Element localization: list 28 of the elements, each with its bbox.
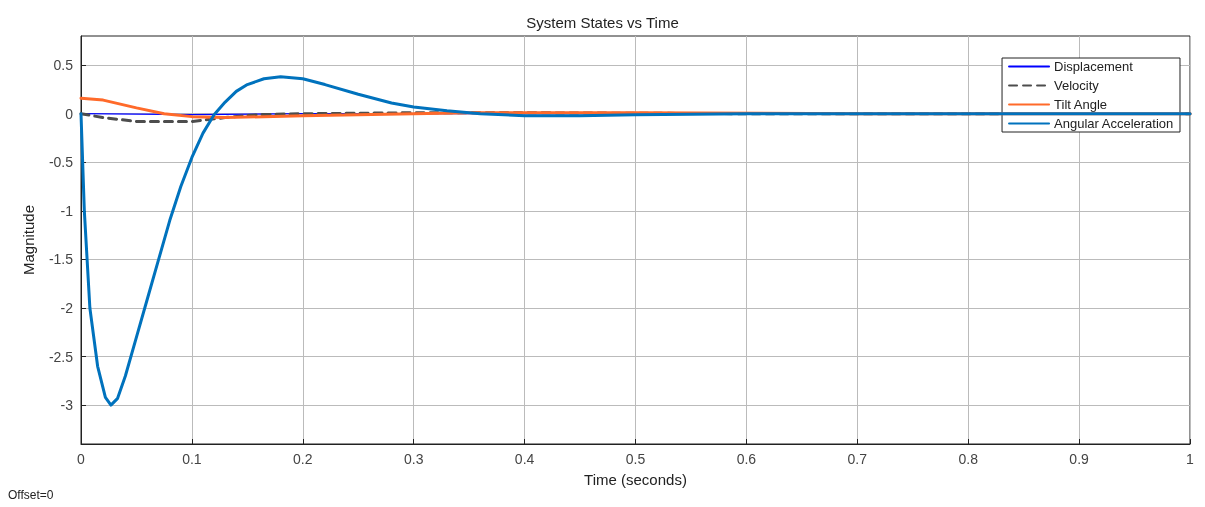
y-axis-title: Magnitude bbox=[20, 204, 37, 276]
line-series bbox=[79, 75, 1192, 407]
x-tick-label: 0.6 bbox=[736, 451, 757, 467]
text: Offset=0 bbox=[8, 488, 54, 502]
y-tick-label: -0.5 bbox=[48, 154, 74, 171]
x-tick-label: 0.4 bbox=[514, 451, 535, 467]
x-tick-label: 0.7 bbox=[847, 451, 868, 467]
y-tick-label: -1 bbox=[60, 202, 74, 219]
x-tick-label: 0.8 bbox=[958, 451, 979, 467]
legend-label: Displacement bbox=[1054, 59, 1134, 74]
x-tick-label: 0.2 bbox=[293, 451, 313, 467]
y-tick-label: -2 bbox=[60, 300, 74, 316]
legend-label: Velocity bbox=[1054, 78, 1100, 93]
y-tick-label: -1.5 bbox=[48, 251, 74, 268]
y-tick-label: 0.5 bbox=[53, 57, 74, 74]
x-tick-label: 1 bbox=[1186, 451, 1195, 467]
x-tick-label: 0 bbox=[77, 451, 86, 467]
x-tick-label: 0.1 bbox=[182, 451, 202, 467]
chart-title: System States vs Time bbox=[526, 14, 679, 31]
x-tick-label: 0.9 bbox=[1069, 451, 1090, 467]
y-tick-label: -2.5 bbox=[48, 348, 74, 365]
x-axis-title: Time (seconds) bbox=[584, 471, 687, 488]
legend-label: Angular Acceleration bbox=[1054, 116, 1174, 131]
legend-label: Tilt Angle bbox=[1054, 97, 1108, 112]
x-tick-label: 0.5 bbox=[625, 451, 646, 467]
y-tick-label: -3 bbox=[60, 397, 74, 414]
x-tick-label: 0.3 bbox=[403, 451, 424, 467]
y-tick-label: 0 bbox=[65, 105, 74, 122]
